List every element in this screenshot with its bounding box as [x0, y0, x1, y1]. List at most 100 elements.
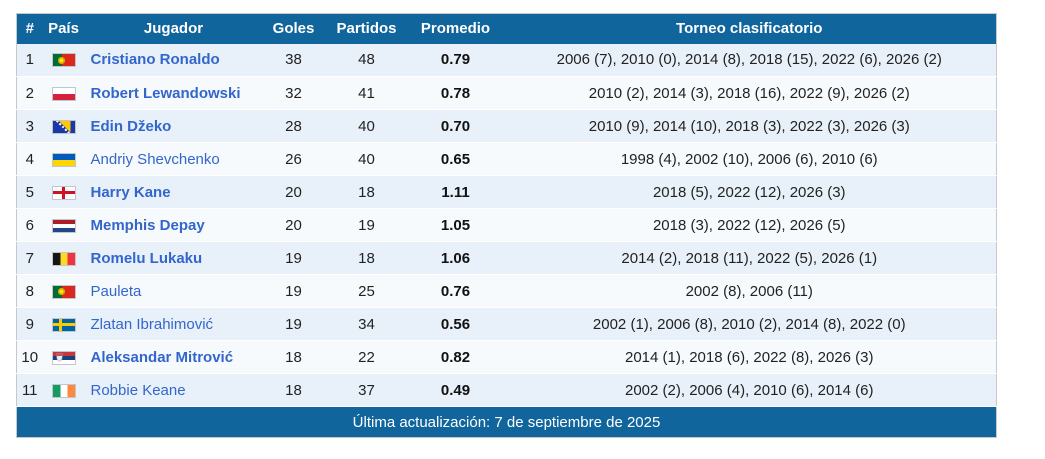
- average-cell: 0.79: [440, 51, 471, 69]
- matches-cell: 37: [358, 381, 375, 399]
- player-cell: Memphis Depay: [85, 209, 263, 242]
- player-cell: Robert Lewandowski: [85, 77, 263, 110]
- country-cell: [43, 209, 85, 242]
- average-cell: 1.05: [440, 216, 471, 234]
- player-link[interactable]: Memphis Depay: [90, 216, 205, 234]
- player-link[interactable]: Romelu Lukaku: [90, 249, 203, 267]
- column-header-4: Partidos: [324, 13, 409, 44]
- top-scorers-table: # País Jugador Goles Partidos Promedio Torneo …: [16, 13, 997, 438]
- tournaments-cell: 2014 (2), 2018 (11), 2022 (5), 2026 (1): [621, 249, 878, 267]
- matches-cell: 40: [358, 117, 375, 135]
- goals-cell: 26: [285, 150, 302, 168]
- average-cell: 0.76: [440, 282, 471, 300]
- sweden-flag-icon: [52, 318, 75, 331]
- country-cell: [43, 143, 85, 176]
- player-link[interactable]: Cristiano Ronaldo: [90, 51, 220, 69]
- rank-cell: 10: [21, 348, 39, 366]
- country-cell: [43, 275, 85, 308]
- matches-cell: 48: [358, 51, 375, 69]
- country-cell: [43, 308, 85, 341]
- tournaments-cell: 2002 (1), 2006 (8), 2010 (2), 2014 (8), …: [592, 315, 906, 333]
- goals-cell: 38: [285, 51, 302, 69]
- matches-cell: 19: [358, 216, 375, 234]
- matches-cell: 22: [358, 348, 375, 366]
- player-cell: Cristiano Ronaldo: [85, 44, 263, 77]
- table-row: 7 Romelu Lukaku 19 18 1.06 2014 (2), 201…: [16, 241, 997, 275]
- rank-cell: 1: [25, 51, 34, 69]
- rank-cell: 3: [25, 117, 34, 135]
- player-cell: Aleksandar Mitrović: [85, 341, 263, 374]
- tournaments-cell: 2002 (8), 2006 (11): [685, 282, 813, 300]
- poland-flag-icon: [52, 87, 75, 100]
- column-header-5: Promedio: [408, 13, 503, 44]
- top-scorers-table-container: # País Jugador Goles Partidos Promedio Torneo …: [16, 13, 997, 438]
- table-row: 10 Aleksandar Mitrović 18 22 0.82 2014 (…: [16, 340, 997, 374]
- tournaments-cell: 2010 (2), 2014 (3), 2018 (16), 2022 (9),…: [588, 84, 910, 102]
- player-link[interactable]: Zlatan Ibrahimović: [90, 315, 214, 333]
- tournaments-cell: 2018 (3), 2022 (12), 2026 (5): [652, 216, 846, 234]
- country-cell: [43, 374, 85, 407]
- tournaments-cell: 2002 (2), 2006 (4), 2010 (6), 2014 (6): [625, 381, 874, 399]
- bosnia-flag-icon: [52, 120, 75, 133]
- matches-cell: 40: [358, 150, 375, 168]
- player-cell: Harry Kane: [85, 176, 263, 209]
- table-row: 3 Edin Džeko 28 40 0.70 2010 (9), 2014 (…: [16, 109, 997, 143]
- player-cell: Zlatan Ibrahimović: [85, 308, 263, 341]
- matches-cell: 41: [358, 84, 375, 102]
- player-cell: Robbie Keane: [85, 374, 263, 407]
- goals-cell: 19: [285, 282, 302, 300]
- player-link[interactable]: Pauleta: [90, 282, 142, 300]
- rank-cell: 7: [25, 249, 34, 267]
- country-cell: [43, 176, 85, 209]
- player-link[interactable]: Harry Kane: [90, 183, 171, 201]
- average-cell: 0.49: [440, 381, 471, 399]
- average-cell: 0.56: [440, 315, 471, 333]
- player-link[interactable]: Andriy Shevchenko: [90, 150, 220, 168]
- table-row: 5 Harry Kane 20 18 1.11 2018 (5), 2022 (…: [16, 175, 997, 209]
- goals-cell: 18: [285, 348, 302, 366]
- table-row: 2 Robert Lewandowski 32 41 0.78 2010 (2)…: [16, 76, 997, 110]
- player-link[interactable]: Edin Džeko: [90, 117, 172, 135]
- rank-cell: 8: [25, 282, 34, 300]
- table-header-row: # País Jugador Goles Partidos Promedio Torneo …: [16, 13, 997, 44]
- average-cell: 0.78: [440, 84, 471, 102]
- country-cell: [43, 44, 85, 77]
- matches-cell: 25: [358, 282, 375, 300]
- ukraine-flag-icon: [52, 153, 75, 166]
- average-cell: 1.06: [440, 249, 471, 267]
- belgium-flag-icon: [52, 252, 75, 265]
- rank-cell: 6: [25, 216, 34, 234]
- matches-cell: 34: [358, 315, 375, 333]
- goals-cell: 19: [285, 249, 302, 267]
- average-cell: 1.11: [441, 183, 470, 201]
- player-cell: Pauleta: [85, 275, 263, 308]
- player-link[interactable]: Robert Lewandowski: [90, 84, 241, 102]
- player-cell: Edin Džeko: [85, 110, 263, 143]
- tournaments-cell: 2018 (5), 2022 (12), 2026 (3): [652, 183, 846, 201]
- country-cell: [43, 110, 85, 143]
- tournaments-cell: 2006 (7), 2010 (0), 2014 (8), 2018 (15),…: [556, 51, 942, 69]
- table-body: 1 Cristiano Ronaldo 38 48 0.79 2006 (7),…: [16, 43, 997, 407]
- tournaments-cell: 2010 (9), 2014 (10), 2018 (3), 2022 (3),…: [588, 117, 910, 135]
- average-cell: 0.82: [440, 348, 471, 366]
- table-header: # País Jugador Goles Partidos Promedio Torneo …: [16, 13, 997, 44]
- country-cell: [43, 341, 85, 374]
- table-row: 4 Andriy Shevchenko 26 40 0.65 1998 (4),…: [16, 142, 997, 176]
- rank-cell: 11: [21, 381, 38, 399]
- rank-cell: 9: [25, 315, 34, 333]
- matches-cell: 18: [358, 183, 375, 201]
- column-header-6: Torneo clasificatorio: [502, 13, 997, 44]
- average-cell: 0.65: [440, 150, 471, 168]
- goals-cell: 18: [285, 381, 302, 399]
- rank-cell: 5: [25, 183, 34, 201]
- goals-cell: 20: [285, 216, 302, 234]
- player-link[interactable]: Robbie Keane: [90, 381, 186, 399]
- player-link[interactable]: Aleksandar Mitrović: [90, 348, 234, 366]
- rank-cell: 4: [25, 150, 34, 168]
- tournaments-cell: 1998 (4), 2002 (10), 2006 (6), 2010 (6): [620, 150, 878, 168]
- country-cell: [43, 242, 85, 275]
- goals-cell: 20: [285, 183, 302, 201]
- goals-cell: 19: [285, 315, 302, 333]
- portugal-flag-icon: [52, 54, 75, 67]
- table-row: 11 Robbie Keane 18 37 0.49 2002 (2), 200…: [16, 373, 997, 407]
